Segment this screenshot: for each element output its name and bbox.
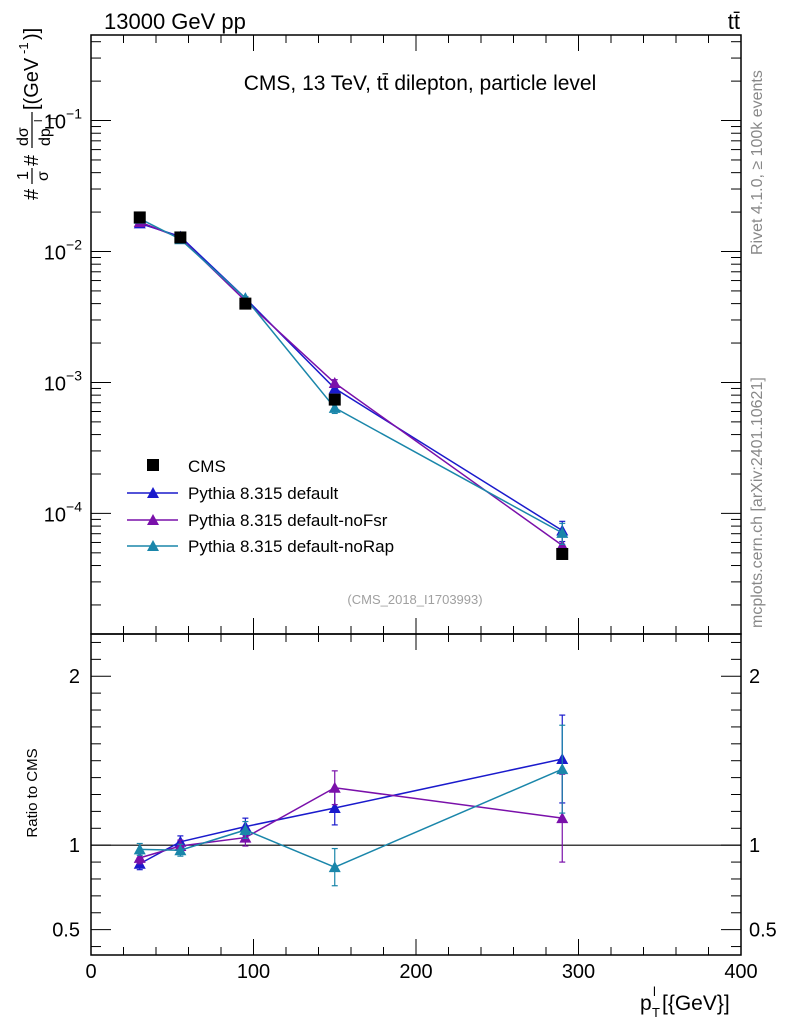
x-label-sub-t: T: [652, 1005, 660, 1020]
y-label-hash-1: #: [21, 188, 43, 200]
y-label-unit-sup: -1: [16, 42, 31, 54]
ratio-series-group: [133, 714, 569, 887]
ratio-point-noRap: [328, 861, 341, 873]
ratio-point-noRap: [239, 823, 252, 835]
legend-label-default: Pythia 8.315 default: [188, 484, 339, 503]
y-label-sigma: σ: [35, 171, 52, 181]
ratio-y-tick-labels-left: 0.5 1 2: [52, 666, 80, 941]
data-point-data: [239, 297, 252, 310]
legend-label-data: CMS: [188, 457, 226, 476]
data-point-data: [328, 393, 341, 406]
ratio-point-default: [328, 802, 341, 814]
series-data: [133, 211, 569, 560]
x-axis-label: p T l [{GeV}]: [640, 984, 730, 1020]
ratio-panel: 0.5 1 2 0.5 1 2 0 100 200 300 400 Ratio …: [24, 633, 777, 1020]
data-point-noRap: [556, 526, 569, 538]
ratio-y-tick-label-right-2: 2: [749, 666, 760, 688]
main-series-group: [133, 211, 569, 560]
rivet-version-label: Rivet 4.1.0, ≥ 100k events: [749, 70, 766, 255]
ratio-line-noRap: [139, 768, 563, 868]
header-collision-label: 13000 GeV pp: [104, 9, 246, 34]
ratio-y-tick-labels-right: 0.5 1 2: [749, 666, 777, 941]
legend-label-norap: Pythia 8.315 default-noRap: [188, 537, 394, 556]
ratio-y-axis-label: Ratio to CMS: [24, 748, 41, 837]
y-label-unit: [(GeV: [21, 57, 43, 110]
data-point-data: [174, 231, 187, 244]
mcplots-label: mcplots.cern.ch [arXiv:2401.10621]: [749, 377, 766, 628]
y-tick-label-1e-2: 10−2: [44, 236, 82, 264]
x-tick-label-200: 200: [399, 961, 432, 983]
y-tick-label-1e-4: 10−4: [44, 498, 82, 526]
legend-label-nofsr: Pythia 8.315 default-noFsr: [188, 511, 388, 530]
ratio-point-noFsr: [556, 812, 569, 824]
x-tick-label-0: 0: [85, 961, 96, 983]
series-noFsr: [133, 215, 569, 560]
x-label-p: p: [640, 992, 652, 1015]
ratio-line-noFsr: [139, 786, 563, 859]
ratio-y-tick-label-right-0-5: 0.5: [749, 920, 777, 942]
ratio-line-default: [139, 758, 563, 865]
x-label-unit: [{GeV}]: [662, 992, 730, 1015]
analysis-watermark: (CMS_2018_I1703993): [347, 592, 482, 607]
data-point-noFsr: [328, 377, 341, 389]
ratio-panel-frame: [90, 633, 742, 956]
legend: CMS Pythia 8.315 default Pythia 8.315 de…: [127, 457, 394, 556]
y-label-sup-l: l: [33, 120, 45, 122]
ratio-y-tick-label-2: 2: [69, 666, 80, 688]
y-label-dsigma: dσ: [15, 127, 32, 146]
ratio-y-tick-label-1: 1: [69, 835, 80, 857]
ratio-series-noRap: [133, 724, 569, 887]
ratio-point-noFsr: [133, 851, 146, 863]
data-point-noRap: [328, 401, 341, 413]
ratio-point-noRap: [133, 843, 146, 855]
x-tick-label-400: 400: [724, 961, 757, 983]
header-process-label: tt̄: [728, 9, 740, 34]
legend-marker-data: [147, 459, 159, 471]
x-tick-label-100: 100: [237, 961, 270, 983]
legend-marker-norap: [147, 540, 159, 551]
x-tick-label-300: 300: [562, 961, 595, 983]
ratio-y-tick-label-right-1: 1: [749, 835, 760, 857]
ratio-x-tick-labels: 0 100 200 300 400: [85, 961, 757, 983]
data-point-data: [133, 211, 146, 224]
y-label-hash-2: #: [21, 154, 43, 166]
y-tick-label-1e-3: 10−3: [44, 367, 82, 395]
y-label-unit-end: )]: [21, 28, 43, 40]
ratio-axis-ticks: [90, 634, 742, 955]
ratio-series-noFsr: [133, 770, 569, 865]
y-label-dp: dp: [37, 128, 54, 146]
x-label-sup-l: l: [653, 984, 656, 999]
main-panel: 10−1 10−2 10−3 10−4 CMS, 13 TeV, tt̄ dil…: [15, 28, 742, 635]
y-label-one: 1: [15, 171, 32, 180]
ratio-series-default: [133, 714, 569, 871]
ratio-point-noRap: [174, 844, 187, 856]
chart-title: CMS, 13 TeV, tt̄ dilepton, particle leve…: [244, 72, 597, 95]
y-tick-label-1e-1: 10−1: [44, 106, 82, 134]
y-label-sub-t: T: [47, 115, 59, 122]
ratio-point-noRap: [556, 763, 569, 775]
legend-marker-nofsr: [147, 514, 159, 525]
data-point-data: [556, 547, 569, 560]
main-y-axis-label: # 1 σ # dσ dp T l [(GeV -1 )]: [15, 28, 59, 200]
legend-marker-default: [147, 487, 159, 498]
ratio-point-noFsr: [328, 781, 341, 793]
ratio-y-tick-label-0-5: 0.5: [52, 920, 80, 942]
main-y-tick-labels: 10−1 10−2 10−3 10−4: [44, 106, 82, 527]
